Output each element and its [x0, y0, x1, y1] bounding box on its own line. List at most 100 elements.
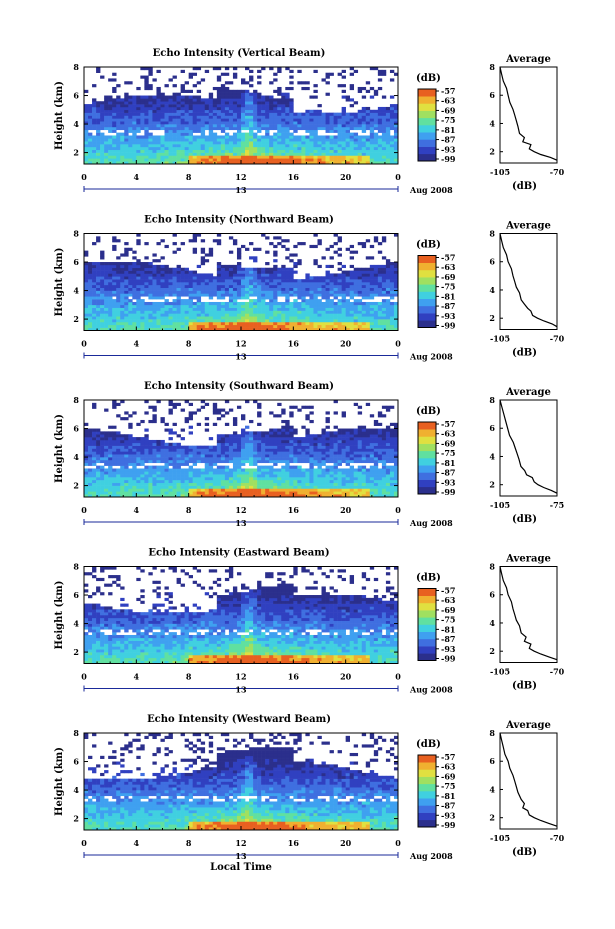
heatmap-cell: [176, 149, 181, 153]
heatmap-cell: [245, 454, 250, 458]
heatmap-cell: [140, 485, 145, 489]
heatmap-cell: [309, 149, 314, 153]
heatmap-cell: [112, 457, 117, 461]
heatmap-cell: [285, 327, 290, 331]
heatmap-cell: [152, 316, 157, 320]
heatmap-cell: [224, 451, 230, 455]
heatmap-cell: [192, 485, 198, 489]
heatmap-cell: [132, 454, 137, 458]
heatmap-cell: [369, 115, 375, 119]
heatmap-cell: [204, 301, 210, 306]
heatmap-cell: [337, 290, 342, 294]
heatmap-cell: [236, 434, 242, 438]
heatmap-cell: [208, 301, 214, 306]
heatmap-cell: [285, 135, 290, 139]
heatmap-cell: [220, 488, 226, 492]
heatmap-cell: [317, 310, 322, 314]
heatmap-cell: [204, 276, 210, 280]
heatmap-cell: [140, 437, 145, 441]
heatmap-cell: [393, 290, 399, 294]
heatmap-cell: [369, 124, 375, 128]
heatmap-cell: [108, 141, 113, 145]
heatmap-cell: [192, 104, 198, 108]
heatmap-cell: [96, 138, 101, 142]
heatmap-cell: [353, 135, 359, 139]
heatmap-cell: [273, 284, 278, 288]
heatmap-cell: [341, 319, 346, 323]
heatmap-cell: [152, 482, 157, 486]
heatmap-cell: [136, 262, 141, 266]
heatmap-cell: [365, 282, 371, 286]
heatmap-cell: [132, 95, 137, 99]
heatmap-cell: [309, 327, 314, 331]
heatmap-cell: [257, 92, 262, 96]
heatmap-cell: [128, 284, 133, 288]
heatmap-cell: [104, 431, 109, 435]
heatmap-cell: [253, 152, 258, 156]
heatmap-cell: [309, 109, 314, 113]
heatmap-cell: [249, 321, 254, 326]
heatmap-cell: [144, 262, 149, 266]
heatmap-cell: [220, 89, 226, 93]
heatmap-cell: [293, 112, 298, 116]
heatmap-cell: [96, 431, 101, 435]
heatmap-cell: [301, 161, 306, 165]
heatmap-cell: [164, 319, 169, 323]
heatmap-cell: [184, 454, 189, 458]
heatmap-cell: [160, 109, 165, 113]
heatmap-cell: [208, 247, 214, 251]
heatmap-cell: [289, 109, 294, 113]
heatmap-cell: [224, 327, 230, 331]
heatmap-cell: [212, 310, 218, 314]
heatmap-cell: [241, 132, 246, 136]
heatmap-cell: [140, 454, 145, 458]
heatmap-cell: [313, 69, 318, 73]
heatmap-cell: [273, 310, 278, 314]
heatmap-cell: [212, 146, 218, 151]
heatmap-cell: [389, 287, 395, 291]
heatmap-cell: [377, 276, 383, 280]
heatmap-cell: [333, 129, 338, 133]
heatmap-cell: [216, 264, 222, 269]
heatmap-cell: [84, 459, 89, 464]
heatmap-cell: [204, 494, 210, 498]
heatmap-cell: [204, 126, 210, 131]
heatmap-cell: [116, 310, 121, 314]
heatmap-cell: [200, 256, 206, 260]
heatmap-cell: [216, 95, 222, 99]
heatmap-cell: [156, 319, 161, 323]
heatmap-cell: [208, 124, 214, 128]
heatmap-cell: [208, 310, 214, 314]
heatmap-cell: [192, 321, 198, 326]
heatmap-cell: [148, 95, 153, 99]
heatmap-cell: [253, 471, 258, 475]
heatmap-cell: [216, 161, 222, 165]
heatmap-cell: [168, 468, 173, 472]
heatmap-cell: [377, 69, 383, 73]
heatmap-cell: [160, 474, 165, 478]
heatmap-cell: [249, 437, 254, 441]
heatmap-cell: [224, 448, 230, 452]
heatmap-cell: [152, 451, 157, 455]
heatmap-cell: [172, 276, 177, 280]
heatmap-cell: [281, 135, 286, 139]
heatmap-cell: [204, 161, 210, 165]
heatmap-cell: [285, 121, 290, 125]
heatmap-cell: [100, 296, 105, 300]
heatmap-cell: [188, 293, 193, 297]
heatmap-cell: [144, 279, 149, 283]
heatmap-cell: [136, 101, 141, 105]
heatmap-cell: [373, 161, 379, 165]
heatmap-cell: [301, 279, 306, 283]
heatmap-cell: [241, 273, 246, 277]
heatmap-cell: [341, 84, 346, 88]
heatmap-cell: [281, 448, 286, 452]
heatmap-cell: [269, 279, 274, 283]
heatmap-cell: [249, 84, 254, 88]
heatmap-cell: [249, 256, 254, 260]
heatmap-cell: [381, 138, 387, 142]
heatmap-cell: [88, 112, 93, 116]
heatmap-cell: [124, 262, 129, 266]
heatmap-cell: [164, 422, 169, 426]
heatmap-cell: [353, 316, 359, 320]
